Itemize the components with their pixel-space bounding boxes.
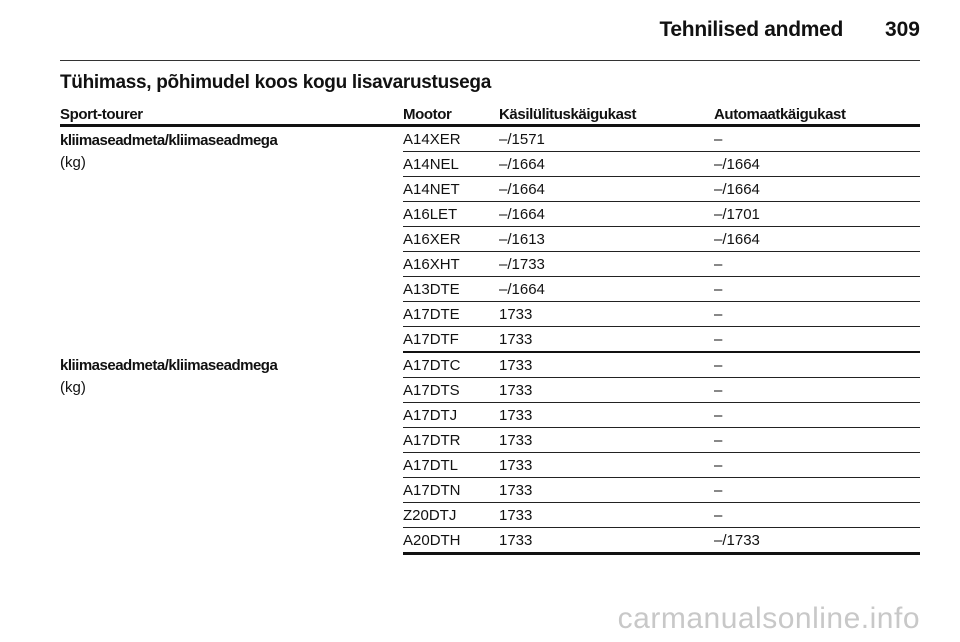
automatic-weight-cell: –	[714, 377, 920, 403]
automatic-weight-cell: –/1701	[714, 201, 920, 227]
manual-weight-cell: –/1613	[499, 226, 714, 252]
table-row: Z20DTJ 1733–	[60, 502, 920, 528]
engine-cell: Z20DTJ	[403, 502, 499, 528]
automatic-weight-cell: –	[714, 326, 920, 353]
table-row: A14NEL –/1664 –/1664	[60, 151, 920, 177]
engine-cell: A17DTS	[403, 377, 499, 403]
automatic-weight-cell: –	[714, 502, 920, 528]
manual-weight-cell: –/1664	[499, 201, 714, 227]
engine-cell: A17DTF	[403, 326, 499, 353]
table-row: A17DTS 1733–	[60, 377, 920, 403]
table-body: kliimaseadmeta/kliimaseadmega (kg) A14XER –…	[60, 125, 920, 555]
automatic-weight-cell: –	[714, 251, 920, 277]
manual-weight-cell: 1733	[499, 477, 714, 503]
table-row: A17DTR 1733–	[60, 427, 920, 453]
engine-cell: A14NEL	[403, 151, 499, 177]
table-row: A17DTJ 1733–	[60, 402, 920, 428]
table-row: A16XER –/1613 –/1664	[60, 226, 920, 252]
group-unit: (kg)	[60, 154, 86, 171]
manual-weight-cell: 1733	[499, 452, 714, 478]
manual-weight-cell: 1733	[499, 402, 714, 428]
table-row: A13DTE –/1664–	[60, 276, 920, 302]
column-header-manual: Käsilülituskäigukast	[499, 101, 714, 127]
manual-weight-cell: 1733	[499, 301, 714, 327]
automatic-weight-cell: –	[714, 452, 920, 478]
section-title: Tühimass, põhimudel koos kogu lisavarust…	[60, 72, 491, 93]
engine-cell: A16LET	[403, 201, 499, 227]
curb-weight-table: Sport-tourer Mootor Käsilülituskäigukast…	[60, 101, 920, 555]
table-header-row: Sport-tourer Mootor Käsilülituskäigukast…	[60, 101, 920, 127]
automatic-weight-cell: –	[714, 427, 920, 453]
table-row: A17DTL 1733–	[60, 452, 920, 478]
automatic-weight-cell: –	[714, 477, 920, 503]
engine-cell: A13DTE	[403, 276, 499, 302]
group-cell: kliimaseadmeta/kliimaseadmega (kg)	[60, 352, 403, 554]
engine-cell: A14NET	[403, 176, 499, 202]
automatic-weight-cell: –/1664	[714, 151, 920, 177]
manual-weight-cell: 1733	[499, 352, 714, 378]
manual-weight-cell: 1733	[499, 326, 714, 353]
column-header-body: Sport-tourer	[60, 101, 403, 127]
table-row: A14NET –/1664 –/1664	[60, 176, 920, 202]
group-label: kliimaseadmeta/kliimaseadmega	[60, 357, 278, 374]
watermark: carmanualsonline.info	[617, 602, 920, 635]
manual-weight-cell: 1733	[499, 427, 714, 453]
group-label: kliimaseadmeta/kliimaseadmega	[60, 132, 278, 149]
automatic-weight-cell: –/1664	[714, 226, 920, 252]
manual-weight-cell: –/1664	[499, 176, 714, 202]
engine-cell: A14XER	[403, 125, 499, 152]
engine-cell: A17DTN	[403, 477, 499, 503]
manual-weight-cell: –/1571	[499, 125, 714, 152]
table-row: A16XHT –/1733–	[60, 251, 920, 277]
table-row: A17DTE 1733–	[60, 301, 920, 327]
column-header-engine: Mootor	[403, 101, 499, 127]
automatic-weight-cell: –	[714, 402, 920, 428]
engine-cell: A17DTE	[403, 301, 499, 327]
chapter-title: Tehnilised andmed	[659, 18, 843, 41]
engine-cell: A20DTH	[403, 527, 499, 555]
engine-cell: A17DTC	[403, 352, 499, 378]
automatic-weight-cell: –/1733	[714, 527, 920, 555]
engine-cell: A16XER	[403, 226, 499, 252]
table-row: kliimaseadmeta/kliimaseadmega (kg) A17DTC 1…	[60, 352, 920, 396]
automatic-weight-cell: –	[714, 125, 920, 152]
engine-cell: A16XHT	[403, 251, 499, 277]
automatic-weight-cell: –	[714, 301, 920, 327]
manual-weight-cell: 1733	[499, 502, 714, 528]
manual-weight-cell: 1733	[499, 377, 714, 403]
automatic-weight-cell: –	[714, 352, 920, 378]
engine-cell: A17DTR	[403, 427, 499, 453]
table-row: A20DTH 1733 –/1733	[60, 527, 920, 555]
manual-weight-cell: –/1664	[499, 276, 714, 302]
manual-weight-cell: –/1664	[499, 151, 714, 177]
column-header-automatic: Automaatkäigukast	[714, 101, 920, 127]
table-row: A17DTN 1733–	[60, 477, 920, 503]
manual-weight-cell: –/1733	[499, 251, 714, 277]
automatic-weight-cell: –	[714, 276, 920, 302]
table-row: kliimaseadmeta/kliimaseadmega (kg) A14XER –…	[60, 125, 920, 171]
table-row: A17DTF 1733–	[60, 326, 920, 353]
engine-cell: A17DTL	[403, 452, 499, 478]
page-number: 309	[884, 18, 920, 41]
manual-weight-cell: 1733	[499, 527, 714, 555]
page-header: Tehnilised andmed 309	[60, 18, 920, 48]
table-row: A16LET –/1664 –/1701	[60, 201, 920, 227]
group-cell: kliimaseadmeta/kliimaseadmega (kg)	[60, 126, 403, 353]
header-divider	[60, 60, 920, 61]
group-unit: (kg)	[60, 379, 86, 396]
automatic-weight-cell: –/1664	[714, 176, 920, 202]
engine-cell: A17DTJ	[403, 402, 499, 428]
